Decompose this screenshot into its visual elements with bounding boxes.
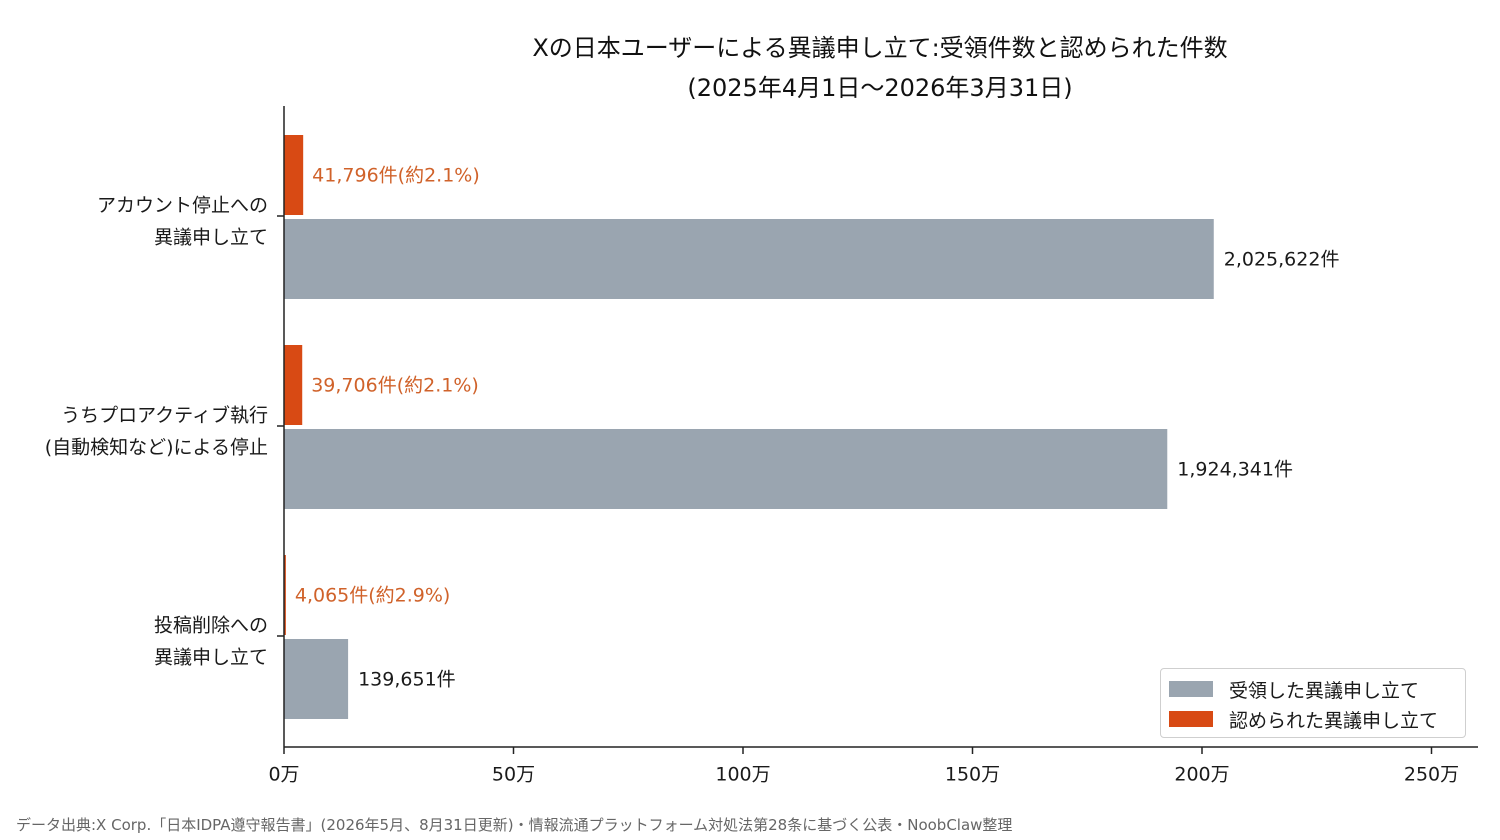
- bar-accepted-2: [284, 555, 286, 635]
- y-tick-label-1-line2: (自動検知など)による停止: [45, 437, 268, 459]
- legend-swatch-received: [1169, 681, 1213, 697]
- x-tick-label-3: 150万: [945, 764, 1000, 786]
- y-tick-label-0-line1: アカウント停止への: [97, 195, 268, 217]
- legend-swatch-accepted: [1169, 711, 1213, 727]
- x-tick-label-1: 50万: [492, 764, 535, 786]
- data-label-accepted-2: 4,065件(約2.9%): [295, 585, 451, 607]
- data-label-received-0: 2,025,622件: [1224, 249, 1340, 271]
- data-label-received-2: 139,651件: [358, 669, 456, 691]
- source-footnote: データ出典:X Corp.「日本IDPA遵守報告書」(2026年5月、8月31日…: [16, 816, 1013, 834]
- bar-received-1: [284, 429, 1168, 509]
- x-tick-label-0: 0万: [268, 764, 299, 786]
- bar-accepted-0: [284, 135, 304, 215]
- chart-title-line2: (2025年4月1日〜2026年3月31日): [687, 74, 1073, 102]
- chart-title-line1: Xの日本ユーザーによる異議申し立て:受領件数と認められた件数: [532, 34, 1228, 62]
- y-tick-label-1-line1: うちプロアクティブ執行: [61, 404, 268, 427]
- y-tick-label-2-line1: 投稿削除への: [154, 615, 268, 637]
- x-tick-label-4: 200万: [1174, 764, 1229, 786]
- y-tick-label-0-line2: 異議申し立て: [154, 227, 268, 249]
- bar-received-2: [284, 639, 349, 719]
- bar-accepted-1: [284, 345, 303, 425]
- x-tick-label-2: 100万: [715, 764, 770, 786]
- legend-item-accepted: 認められた異議申し立て: [1169, 707, 1439, 732]
- chart-legend: 受領した異議申し立て 認められた異議申し立て: [1160, 668, 1466, 738]
- bar-received-0: [284, 219, 1214, 299]
- data-label-accepted-0: 41,796件(約2.1%): [312, 165, 480, 187]
- legend-label-accepted: 認められた異議申し立て: [1229, 709, 1439, 732]
- y-tick-label-2-line2: 異議申し立て: [154, 647, 268, 669]
- data-label-received-1: 1,924,341件: [1177, 459, 1293, 481]
- legend-label-received: 受領した異議申し立て: [1229, 679, 1420, 702]
- data-label-accepted-1: 39,706件(約2.1%): [311, 375, 479, 397]
- legend-item-received: 受領した異議申し立て: [1169, 677, 1420, 702]
- x-tick-label-5: 250万: [1404, 764, 1459, 786]
